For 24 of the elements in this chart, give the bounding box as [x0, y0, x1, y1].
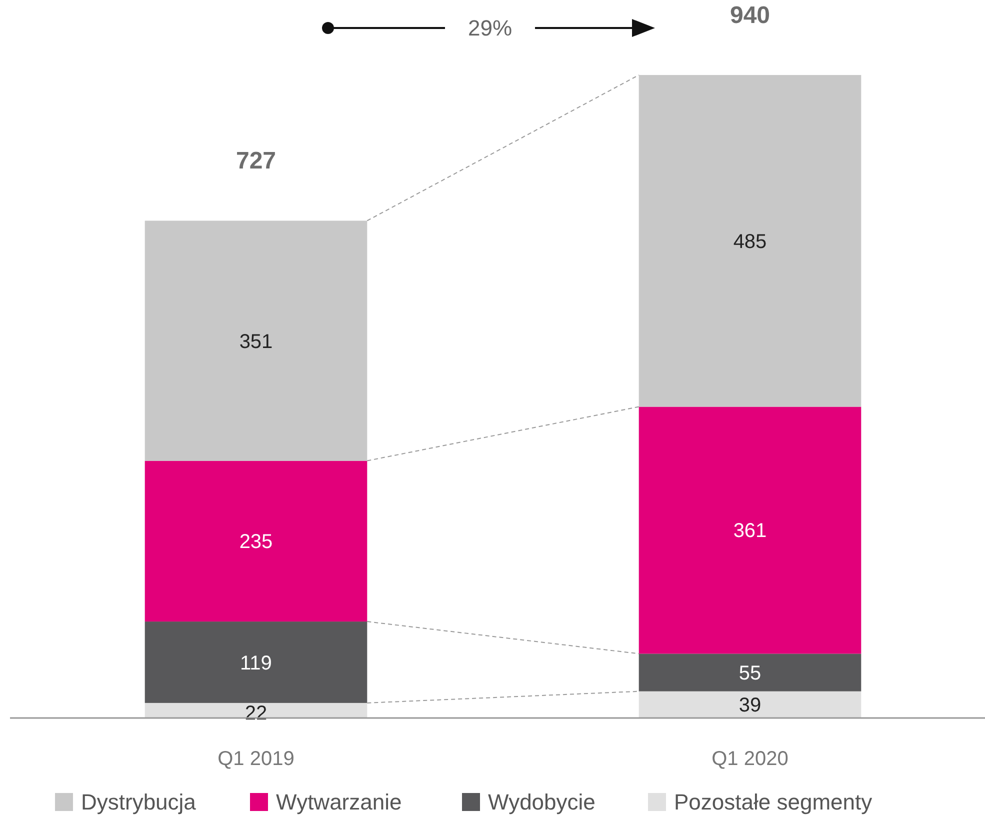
bar	[638, 691, 862, 718]
data-label: 485	[733, 230, 767, 253]
bar	[638, 75, 862, 407]
data-label: 119	[240, 652, 272, 674]
data-label: 55	[738, 662, 762, 685]
legend-label: Dystrybucja	[81, 790, 197, 815]
data-label: 235	[239, 531, 273, 554]
total-label: 940	[730, 2, 770, 29]
bar	[144, 460, 368, 622]
legend-label: Pozostałe segmenty	[674, 790, 872, 815]
bar	[638, 654, 862, 692]
text: 29%	[468, 16, 512, 41]
total-label: 727	[236, 148, 276, 175]
bar	[144, 702, 368, 718]
bar	[638, 406, 862, 654]
x-tick-label: Q1 2019	[218, 748, 294, 770]
legend-label: Wytwarzanie	[276, 790, 402, 815]
bar	[144, 220, 368, 461]
data-label: 361	[733, 520, 767, 542]
x-tick-label: Q1 2020	[712, 748, 788, 770]
bar	[144, 622, 368, 703]
data-label: 351	[239, 330, 273, 353]
data-label: 39	[738, 694, 762, 717]
legend-label: Wydobycie	[488, 790, 596, 815]
